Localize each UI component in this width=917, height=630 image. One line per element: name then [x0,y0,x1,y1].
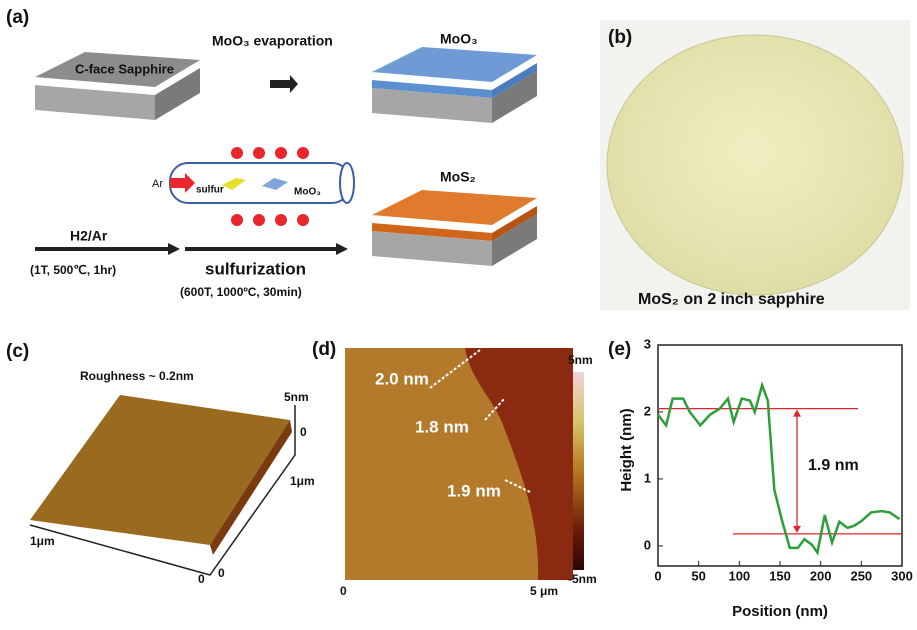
gas-label: Ar [152,178,163,190]
arrow-head [793,526,801,533]
condition: (600T, 1000ºC, 30min) [180,285,302,299]
x-axis-title: Position (nm) [732,603,828,620]
colorbar [573,372,584,570]
afm-surface [30,395,290,545]
arrow-head [793,410,801,417]
x-tick-label: 200 [810,568,832,583]
axis-label: 5 μm [530,584,558,598]
annotation: Roughness ~ 0.2nm [80,369,194,383]
step-height: 2.0 nm [375,369,429,388]
size-label: 1μm [30,534,55,548]
step-height: 1.9 nm [447,481,501,500]
annotation: 1.9 nm [808,457,859,474]
caption: MoS₂ on 2 inch sapphire [638,291,825,308]
x-tick-label: 300 [891,568,913,583]
figure: Ar sulfur MoO₃ sulfurization MoS₂ on 2 i… [0,0,917,625]
colorbar-label: 5nm [568,353,593,367]
tube-end [340,163,354,203]
z-label: 0 [300,425,307,439]
substrate-label: C-face Sapphire [75,61,174,76]
size-label: 1μm [290,474,315,488]
layer-label: MoS₂ [440,169,476,185]
colorbar-label: -5nm [568,572,597,586]
sulfur-label: sulfur [196,185,224,196]
slab-top [372,47,537,82]
y-tick-label: 1 [644,470,651,485]
z-label: 5nm [284,390,309,404]
condition: (1T, 500℃, 1hr) [30,263,116,277]
axis-label: 0 [340,584,347,598]
y-tick-label: 0 [644,537,651,552]
panel-label: (c) [6,341,29,362]
step-label: MoO₃ evaporation [212,33,333,49]
data-line [658,385,900,552]
x-tick-label: 250 [850,568,872,583]
panel-label: (a) [6,7,29,28]
step-label: sulfurization [205,259,306,278]
arrow [168,243,180,255]
origin-label: 0 [218,566,225,580]
x-tick-label: 50 [691,568,705,583]
y-tick-label: 2 [644,403,651,418]
x-tick-label: 0 [654,568,661,583]
gas-label: H2/Ar [70,228,108,244]
layer-label: MoO₃ [440,31,478,47]
slab-front [35,85,155,120]
panel-label: (b) [608,27,632,48]
source-label: MoO₃ [294,187,321,198]
step-height: 1.8 nm [415,417,469,436]
panel-label: (d) [312,339,336,360]
x-tick-label: 150 [769,568,791,583]
y-tick-label: 3 [644,336,651,351]
origin-label: 0 [198,572,205,586]
tube [170,163,350,203]
arrow [336,243,348,255]
y-axis-title: Height (nm) [618,408,635,491]
x-tick-label: 100 [728,568,750,583]
panel-label: (e) [608,339,631,360]
plot-frame [658,345,902,566]
slab-top [372,190,537,225]
arrow [270,75,298,93]
wafer [607,35,903,295]
